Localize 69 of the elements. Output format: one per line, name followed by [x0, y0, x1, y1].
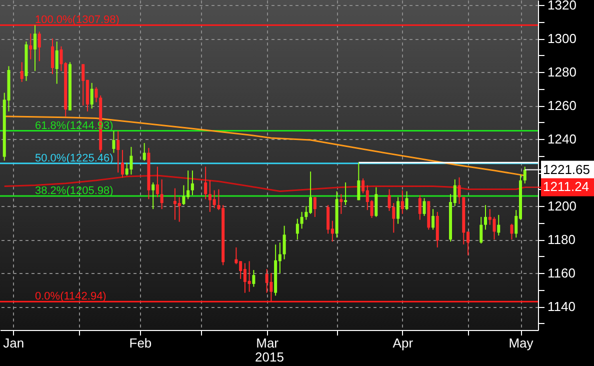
- candlestick: [396, 196, 400, 224]
- candlestick: [296, 218, 299, 240]
- y-tick-label: 1280: [548, 64, 576, 80]
- x-tick-label: Apr: [392, 336, 414, 350]
- annotation: 1221.65: [543, 162, 590, 177]
- candlestick: [326, 204, 330, 234]
- candlestick: [156, 166, 159, 198]
- candlestick: [458, 176, 461, 205]
- y-tick-label: 1200: [548, 198, 576, 214]
- candlestick: [212, 190, 216, 209]
- candlestick: [400, 190, 404, 214]
- candlestick: [112, 130, 116, 154]
- x-tick-label: Mar: [256, 336, 280, 350]
- candlestick: [357, 162, 360, 201]
- ref-line-label: 38.2%(1205.98): [35, 185, 114, 198]
- x-axis-title: 2015: [255, 350, 284, 364]
- candlestick: [120, 149, 124, 178]
- ref-line-label: 0.0%(1142.94): [35, 290, 106, 303]
- candlestick: [33, 24, 36, 72]
- candlestick: [497, 214, 500, 236]
- candlestick: [270, 272, 273, 302]
- candlestick: [374, 186, 378, 218]
- y-tick-label: 1300: [548, 31, 576, 46]
- ref-line-label: 50.0%(1225.46): [35, 152, 114, 164]
- y-tick-label: 1160: [548, 266, 576, 281]
- candlestick: [252, 270, 256, 288]
- y-tick-label: 1140: [548, 299, 576, 314]
- candlestick: [142, 142, 146, 162]
- candlestick: [313, 196, 316, 218]
- candlestick: [182, 184, 186, 206]
- candlestick: [282, 225, 286, 260]
- y-tick-label: 1260: [548, 98, 576, 114]
- candlestick: [510, 223, 514, 240]
- candlestick: [265, 268, 268, 294]
- y-tick-label: 1180: [548, 232, 576, 248]
- candlestick: [484, 204, 488, 230]
- candlestick: [152, 182, 155, 210]
- candlestick: [55, 41, 58, 84]
- candlestick: [29, 33, 32, 60]
- candlestick: [38, 31, 41, 62]
- candlestick: [344, 182, 348, 206]
- candlestick: [432, 208, 435, 230]
- x-tick-label: Feb: [129, 336, 152, 350]
- candlestick: [340, 194, 343, 214]
- candlestick: [248, 260, 251, 292]
- candlestick: [492, 216, 496, 240]
- candlestick: [418, 194, 422, 220]
- candlestick: [190, 170, 194, 196]
- candlestick: [523, 166, 526, 184]
- y-tick-label: 1240: [548, 132, 576, 147]
- candlestick: [20, 62, 24, 82]
- candlestick: [480, 216, 483, 244]
- y-tick-label: 1320: [548, 0, 576, 13]
- candlestick: [204, 166, 208, 200]
- candlestick: [422, 198, 426, 216]
- candlestick: [94, 86, 98, 103]
- candlestick: [160, 178, 164, 210]
- annotation: 1211.24: [543, 179, 590, 194]
- candlestick: [116, 130, 120, 174]
- x-tick-label: May: [508, 336, 534, 350]
- candlestick: [90, 82, 94, 110]
- candlestick: [405, 190, 408, 211]
- ref-line-label: 100.0%(1307.98): [35, 14, 120, 26]
- candlestick: [178, 196, 181, 222]
- candlestick: [130, 146, 133, 176]
- candlestick: [82, 64, 85, 106]
- x-tick-label: Jan: [3, 336, 24, 350]
- candlestick: [300, 211, 304, 230]
- candlestick: [50, 38, 54, 75]
